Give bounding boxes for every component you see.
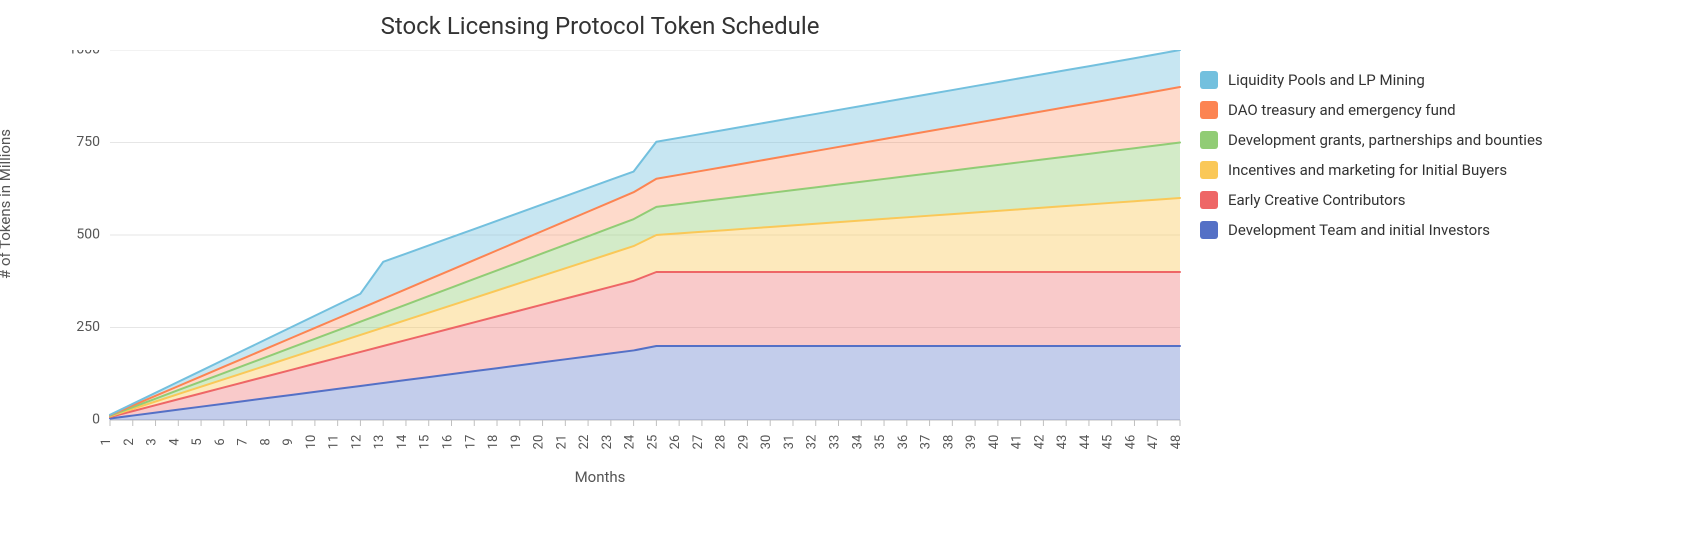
x-tick-label: 18 xyxy=(486,435,501,450)
x-tick-label: 30 xyxy=(759,435,774,450)
x-tick-label: 31 xyxy=(782,435,797,450)
x-tick-label: 23 xyxy=(600,435,615,450)
legend-item[interactable]: Incentives and marketing for Initial Buy… xyxy=(1200,155,1543,185)
x-tick-label: 44 xyxy=(1078,434,1093,449)
x-tick-label: 35 xyxy=(873,435,888,450)
x-tick-label: 46 xyxy=(1123,435,1138,450)
legend-swatch xyxy=(1200,161,1218,179)
chart-title: Stock Licensing Protocol Token Schedule xyxy=(0,12,1200,40)
x-tick-label: 25 xyxy=(645,435,660,450)
x-tick-label: 2 xyxy=(122,438,137,445)
x-tick-label: 38 xyxy=(941,435,956,450)
x-tick-label: 43 xyxy=(1055,435,1070,450)
x-tick-label: 20 xyxy=(532,435,547,450)
x-tick-label: 36 xyxy=(896,435,911,450)
x-tick-label: 26 xyxy=(668,435,683,450)
legend-label: Development Team and initial Investors xyxy=(1228,215,1490,245)
x-tick-label: 15 xyxy=(418,435,433,450)
legend-swatch xyxy=(1200,131,1218,149)
x-tick-label: 24 xyxy=(623,434,638,449)
x-tick-label: 22 xyxy=(577,435,592,450)
x-tick-label: 29 xyxy=(736,435,751,450)
x-tick-label: 37 xyxy=(919,435,934,450)
x-tick-label: 47 xyxy=(1146,435,1161,450)
legend-label: Liquidity Pools and LP Mining xyxy=(1228,65,1425,95)
x-tick-label: 7 xyxy=(236,438,251,445)
x-tick-label: 48 xyxy=(1169,435,1184,450)
y-tick-label: 250 xyxy=(76,319,100,335)
x-tick-label: 17 xyxy=(463,435,478,450)
legend-label: Early Creative Contributors xyxy=(1228,185,1406,215)
x-tick-label: 41 xyxy=(1010,435,1025,450)
x-tick-label: 45 xyxy=(1101,435,1116,450)
x-tick-label: 39 xyxy=(964,435,979,450)
legend-swatch xyxy=(1200,101,1218,119)
x-tick-label: 27 xyxy=(691,435,706,450)
legend-item[interactable]: Liquidity Pools and LP Mining xyxy=(1200,65,1543,95)
x-tick-label: 33 xyxy=(828,435,843,450)
legend-swatch xyxy=(1200,71,1218,89)
legend-swatch xyxy=(1200,191,1218,209)
x-tick-label: 11 xyxy=(327,435,342,450)
x-tick-label: 40 xyxy=(987,435,1002,450)
legend-item[interactable]: Development grants, partnerships and bou… xyxy=(1200,125,1543,155)
x-tick-label: 16 xyxy=(440,435,455,450)
y-tick-label: 0 xyxy=(92,412,100,428)
legend-label: Development grants, partnerships and bou… xyxy=(1228,125,1543,155)
legend-label: DAO treasury and emergency fund xyxy=(1228,95,1456,125)
y-tick-label: 750 xyxy=(76,134,100,150)
legend-item[interactable]: Early Creative Contributors xyxy=(1200,185,1543,215)
x-tick-label: 4 xyxy=(167,438,182,446)
y-tick-label: 500 xyxy=(76,227,100,243)
legend-item[interactable]: Development Team and initial Investors xyxy=(1200,215,1543,245)
x-tick-label: 13 xyxy=(372,435,387,450)
x-axis-label: Months xyxy=(0,468,1200,486)
legend-swatch xyxy=(1200,221,1218,239)
chart-legend: Liquidity Pools and LP MiningDAO treasur… xyxy=(1200,65,1543,245)
x-tick-label: 6 xyxy=(213,438,228,445)
stacked-area-chart: 0250500750100012345678910111213141516171… xyxy=(30,50,1200,480)
x-tick-label: 12 xyxy=(349,435,364,450)
x-tick-label: 28 xyxy=(714,435,729,450)
x-tick-label: 1 xyxy=(99,438,114,445)
y-tick-label: 1000 xyxy=(69,50,101,58)
x-tick-label: 8 xyxy=(258,438,273,445)
x-tick-label: 3 xyxy=(145,438,160,445)
legend-label: Incentives and marketing for Initial Buy… xyxy=(1228,155,1507,185)
x-tick-label: 9 xyxy=(281,438,296,445)
x-tick-label: 42 xyxy=(1032,435,1047,450)
x-tick-label: 5 xyxy=(190,438,205,445)
chart-page: Stock Licensing Protocol Token Schedule … xyxy=(0,0,1699,558)
x-tick-label: 14 xyxy=(395,434,410,449)
x-tick-label: 32 xyxy=(805,435,820,450)
y-axis-label: # of Tokens in Millions xyxy=(0,259,14,279)
x-tick-label: 19 xyxy=(509,435,524,450)
x-tick-label: 34 xyxy=(850,434,865,449)
x-tick-label: 10 xyxy=(304,435,319,450)
legend-item[interactable]: DAO treasury and emergency fund xyxy=(1200,95,1543,125)
x-tick-label: 21 xyxy=(554,435,569,450)
